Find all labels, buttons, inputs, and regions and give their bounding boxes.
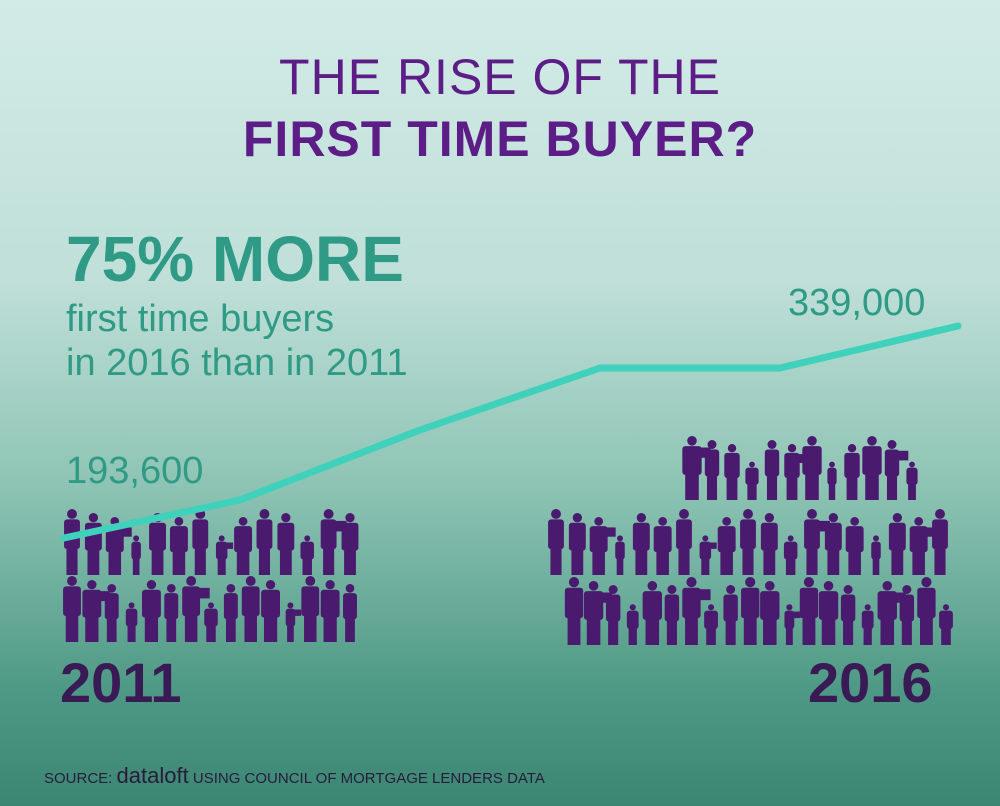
person-silhouette-icon bbox=[223, 584, 238, 642]
person-silhouette-icon bbox=[568, 513, 586, 575]
person-silhouette-icon bbox=[827, 461, 837, 500]
person-silhouette-icon bbox=[104, 584, 119, 642]
person-silhouette-icon bbox=[871, 535, 881, 575]
person-silhouette-icon bbox=[799, 577, 819, 645]
person-silhouette-icon bbox=[932, 509, 948, 575]
person-silhouette-icon bbox=[939, 604, 953, 645]
person-silhouette-icon bbox=[845, 517, 864, 575]
person-silhouette-icon bbox=[63, 576, 81, 642]
person-silhouette-icon bbox=[699, 535, 717, 575]
person-silhouette-icon bbox=[320, 580, 340, 642]
person-silhouette-icon bbox=[888, 513, 906, 575]
people-pictogram bbox=[63, 436, 953, 645]
person-silhouette-icon bbox=[125, 602, 138, 642]
subtext-line-2: in 2016 than in 2011 bbox=[66, 342, 408, 384]
person-silhouette-icon bbox=[105, 517, 132, 575]
person-silhouette-icon bbox=[583, 581, 613, 645]
person-silhouette-icon bbox=[84, 513, 102, 575]
person-silhouette-icon bbox=[64, 509, 80, 575]
person-silhouette-icon bbox=[745, 461, 759, 500]
person-silhouette-icon bbox=[632, 513, 650, 575]
person-silhouette-icon bbox=[169, 517, 188, 575]
person-silhouette-icon bbox=[277, 513, 295, 575]
subtext-line-1: first time buyers bbox=[66, 298, 335, 340]
person-silhouette-icon bbox=[182, 576, 210, 642]
person-silhouette-icon bbox=[341, 513, 359, 575]
person-silhouette-icon bbox=[884, 440, 909, 500]
person-silhouette-icon bbox=[704, 440, 720, 500]
person-silhouette-icon bbox=[906, 461, 918, 500]
person-silhouette-icon bbox=[740, 509, 756, 575]
person-silhouette-icon bbox=[741, 577, 760, 645]
person-silhouette-icon bbox=[824, 513, 842, 575]
title-line-1: THE RISE OF THE bbox=[279, 49, 721, 105]
person-silhouette-icon bbox=[548, 509, 564, 575]
source-note: SOURCE: dataloft USING COUNCIL OF MORTGA… bbox=[44, 763, 545, 789]
person-silhouette-icon bbox=[82, 580, 110, 642]
person-silhouette-icon bbox=[131, 535, 141, 575]
person-silhouette-icon bbox=[682, 436, 711, 500]
person-silhouette-icon bbox=[877, 581, 906, 645]
person-silhouette-icon bbox=[917, 577, 936, 645]
person-silhouette-icon bbox=[653, 517, 672, 575]
person-silhouette-icon bbox=[862, 436, 882, 500]
person-silhouette-icon bbox=[676, 509, 692, 575]
value-label-2011: 193,600 bbox=[66, 450, 204, 492]
year-label-2011: 2011 bbox=[60, 651, 182, 714]
person-silhouette-icon bbox=[818, 581, 839, 645]
person-silhouette-icon bbox=[760, 513, 778, 575]
person-silhouette-icon bbox=[704, 604, 718, 645]
person-silhouette-icon bbox=[204, 602, 218, 642]
headline-stat: 75% MORE bbox=[66, 223, 404, 295]
person-silhouette-icon bbox=[909, 517, 936, 575]
person-silhouette-icon bbox=[241, 576, 260, 642]
person-silhouette-icon bbox=[840, 585, 856, 645]
title-line-2: FIRST TIME BUYER? bbox=[242, 111, 758, 167]
value-label-2016: 339,000 bbox=[788, 282, 926, 324]
person-silhouette-icon bbox=[256, 509, 273, 575]
person-silhouette-icon bbox=[861, 604, 874, 645]
person-silhouette-icon bbox=[804, 509, 830, 575]
trend-line bbox=[60, 322, 962, 542]
person-silhouette-icon bbox=[760, 581, 780, 645]
person-silhouette-icon bbox=[717, 517, 736, 575]
person-silhouette-icon bbox=[589, 517, 616, 575]
person-silhouette-icon bbox=[564, 577, 584, 645]
source-prefix: SOURCE: bbox=[44, 770, 113, 787]
person-silhouette-icon bbox=[899, 585, 915, 645]
person-silhouette-icon bbox=[141, 580, 161, 642]
person-silhouette-icon bbox=[642, 581, 662, 645]
person-silhouette-icon bbox=[301, 576, 320, 642]
person-silhouette-icon bbox=[764, 440, 780, 500]
person-silhouette-icon bbox=[300, 535, 314, 575]
person-silhouette-icon bbox=[784, 604, 801, 645]
source-suffix: USING COUNCIL OF MORTGAGE LENDERS DATA bbox=[192, 770, 545, 787]
person-silhouette-icon bbox=[261, 580, 281, 642]
person-silhouette-icon bbox=[682, 577, 711, 645]
person-silhouette-icon bbox=[234, 517, 253, 575]
person-silhouette-icon bbox=[320, 509, 347, 575]
person-silhouette-icon bbox=[215, 535, 234, 575]
person-silhouette-icon bbox=[192, 509, 209, 575]
person-silhouette-icon bbox=[844, 444, 860, 500]
year-label-2016: 2016 bbox=[808, 651, 933, 714]
person-silhouette-icon bbox=[784, 444, 808, 500]
person-silhouette-icon bbox=[164, 584, 179, 642]
person-silhouette-icon bbox=[343, 584, 357, 642]
person-silhouette-icon bbox=[724, 444, 740, 500]
person-silhouette-icon bbox=[626, 604, 639, 645]
person-silhouette-icon bbox=[723, 585, 738, 645]
person-silhouette-icon bbox=[664, 585, 680, 645]
person-silhouette-icon bbox=[615, 535, 625, 575]
person-silhouette-icon bbox=[285, 602, 302, 642]
person-silhouette-icon bbox=[802, 436, 822, 500]
person-silhouette-icon bbox=[605, 585, 621, 645]
source-brand: dataloft bbox=[116, 763, 189, 788]
person-silhouette-icon bbox=[783, 535, 798, 575]
